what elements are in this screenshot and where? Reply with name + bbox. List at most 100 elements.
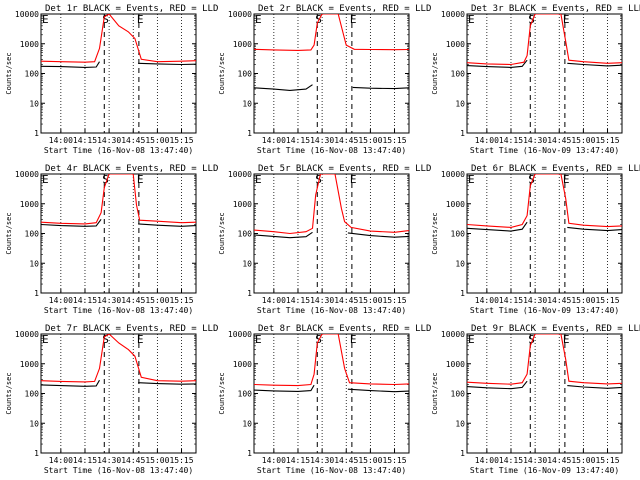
interval-marker-label: E xyxy=(137,13,144,26)
y-axis-label: Counts/sec xyxy=(5,52,13,94)
x-tick-label: 15:00 xyxy=(145,296,169,305)
y-tick-label: 1 xyxy=(34,289,39,298)
x-axis-label: Start Time (16-Nov-08 13:47:40) xyxy=(44,466,193,475)
y-tick-label: 100 xyxy=(238,230,253,239)
y-tick-label: 100 xyxy=(451,230,466,239)
plot-frame xyxy=(253,173,410,294)
y-tick-label: 100 xyxy=(238,390,253,399)
x-tick-label: 14:15 xyxy=(73,296,97,305)
interval-marker-label: E xyxy=(137,333,144,346)
y-tick-label: 1000 xyxy=(446,40,465,49)
x-tick-label: 14:15 xyxy=(499,296,523,305)
interval-marker-label: E xyxy=(255,173,262,186)
plot-frame xyxy=(466,13,623,134)
x-tick-label: 15:15 xyxy=(595,136,619,145)
y-tick-label: 10000 xyxy=(15,330,39,339)
interval-marker-label: E xyxy=(255,13,262,26)
y-axis-label: Counts/sec xyxy=(218,212,226,254)
y-tick-label: 10 xyxy=(242,419,252,428)
x-tick-label: 15:00 xyxy=(358,136,382,145)
x-tick-label: 14:00 xyxy=(475,136,499,145)
y-axis-label: Counts/sec xyxy=(431,212,439,254)
y-tick-label: 10 xyxy=(242,99,252,108)
events-rate-line xyxy=(254,384,409,393)
events-rate-line xyxy=(467,380,622,390)
x-tick-label: 15:00 xyxy=(571,136,595,145)
x-tick-label: 14:45 xyxy=(547,136,571,145)
x-axis-label: Start Time (16-Nov-09 13:47:40) xyxy=(470,306,619,315)
y-tick-label: 10000 xyxy=(441,330,465,339)
y-axis-label: Counts/sec xyxy=(218,372,226,414)
x-tick-label: 14:45 xyxy=(334,456,358,465)
lld-rate-line xyxy=(467,334,622,385)
x-tick-label: 14:30 xyxy=(523,296,547,305)
x-tick-label: 14:30 xyxy=(97,136,121,145)
y-tick-label: 1000 xyxy=(20,40,39,49)
interval-marker-label: E xyxy=(350,333,357,346)
x-tick-label: 14:15 xyxy=(499,136,523,145)
interval-marker-label: S xyxy=(528,333,535,346)
y-axis-label: Counts/sec xyxy=(218,52,226,94)
x-axis-label: Start Time (16-Nov-08 13:47:40) xyxy=(257,146,406,155)
panel-title: Det 1r BLACK = Events, RED = LLD xyxy=(45,4,218,14)
plot-frame xyxy=(466,173,623,294)
x-tick-label: 15:15 xyxy=(169,456,193,465)
lld-rate-line xyxy=(254,14,409,51)
x-tick-label: 15:00 xyxy=(571,456,595,465)
y-tick-label: 1 xyxy=(34,129,39,138)
panel-title: Det 9r BLACK = Events, RED = LLD xyxy=(471,324,640,334)
x-tick-label: 15:15 xyxy=(595,296,619,305)
x-tick-label: 15:15 xyxy=(595,456,619,465)
x-tick-label: 15:00 xyxy=(358,456,382,465)
x-tick-label: 14:30 xyxy=(523,456,547,465)
x-tick-label: 14:00 xyxy=(262,456,286,465)
y-tick-label: 1 xyxy=(34,449,39,458)
x-tick-label: 14:00 xyxy=(49,136,73,145)
x-tick-label: 15:00 xyxy=(571,296,595,305)
x-axis-label: Start Time (16-Nov-09 13:47:40) xyxy=(470,146,619,155)
x-tick-label: 15:15 xyxy=(382,136,406,145)
x-tick-label: 14:30 xyxy=(523,136,547,145)
panel-title: Det 2r BLACK = Events, RED = LLD xyxy=(258,4,431,14)
x-tick-label: 14:30 xyxy=(310,136,334,145)
lld-rate-line xyxy=(41,334,196,383)
plot-frame xyxy=(253,333,410,454)
panel-title: Det 6r BLACK = Events, RED = LLD xyxy=(471,164,640,174)
interval-marker-label: E xyxy=(255,333,262,346)
x-tick-label: 15:15 xyxy=(169,136,193,145)
x-tick-label: 14:00 xyxy=(262,296,286,305)
events-rate-line xyxy=(467,221,622,232)
y-tick-label: 10000 xyxy=(228,10,252,19)
x-axis-label: Start Time (16-Nov-08 13:47:40) xyxy=(44,306,193,315)
y-tick-label: 1000 xyxy=(20,360,39,369)
panel-title: Det 5r BLACK = Events, RED = LLD xyxy=(258,164,431,174)
x-tick-label: 14:30 xyxy=(97,296,121,305)
y-tick-label: 1000 xyxy=(20,200,39,209)
y-tick-label: 1 xyxy=(460,289,465,298)
y-tick-label: 10000 xyxy=(15,170,39,179)
plot-frame xyxy=(40,333,197,454)
interval-marker-label: E xyxy=(42,333,49,346)
events-rate-line xyxy=(41,379,196,387)
y-tick-label: 1 xyxy=(247,449,252,458)
x-tick-label: 14:15 xyxy=(73,136,97,145)
y-axis-label: Counts/sec xyxy=(5,212,13,254)
x-tick-label: 14:45 xyxy=(121,456,145,465)
x-axis-label: Start Time (16-Nov-08 13:47:40) xyxy=(44,146,193,155)
x-tick-label: 14:30 xyxy=(310,296,334,305)
y-tick-label: 10 xyxy=(29,259,39,268)
interval-marker-label: S xyxy=(102,13,109,26)
y-tick-label: 10 xyxy=(455,419,465,428)
x-axis-label: Start Time (16-Nov-09 13:47:40) xyxy=(470,466,619,475)
y-tick-label: 10 xyxy=(29,419,39,428)
x-tick-label: 15:00 xyxy=(358,296,382,305)
y-tick-label: 1000 xyxy=(233,200,252,209)
lld-rate-line xyxy=(41,14,196,63)
